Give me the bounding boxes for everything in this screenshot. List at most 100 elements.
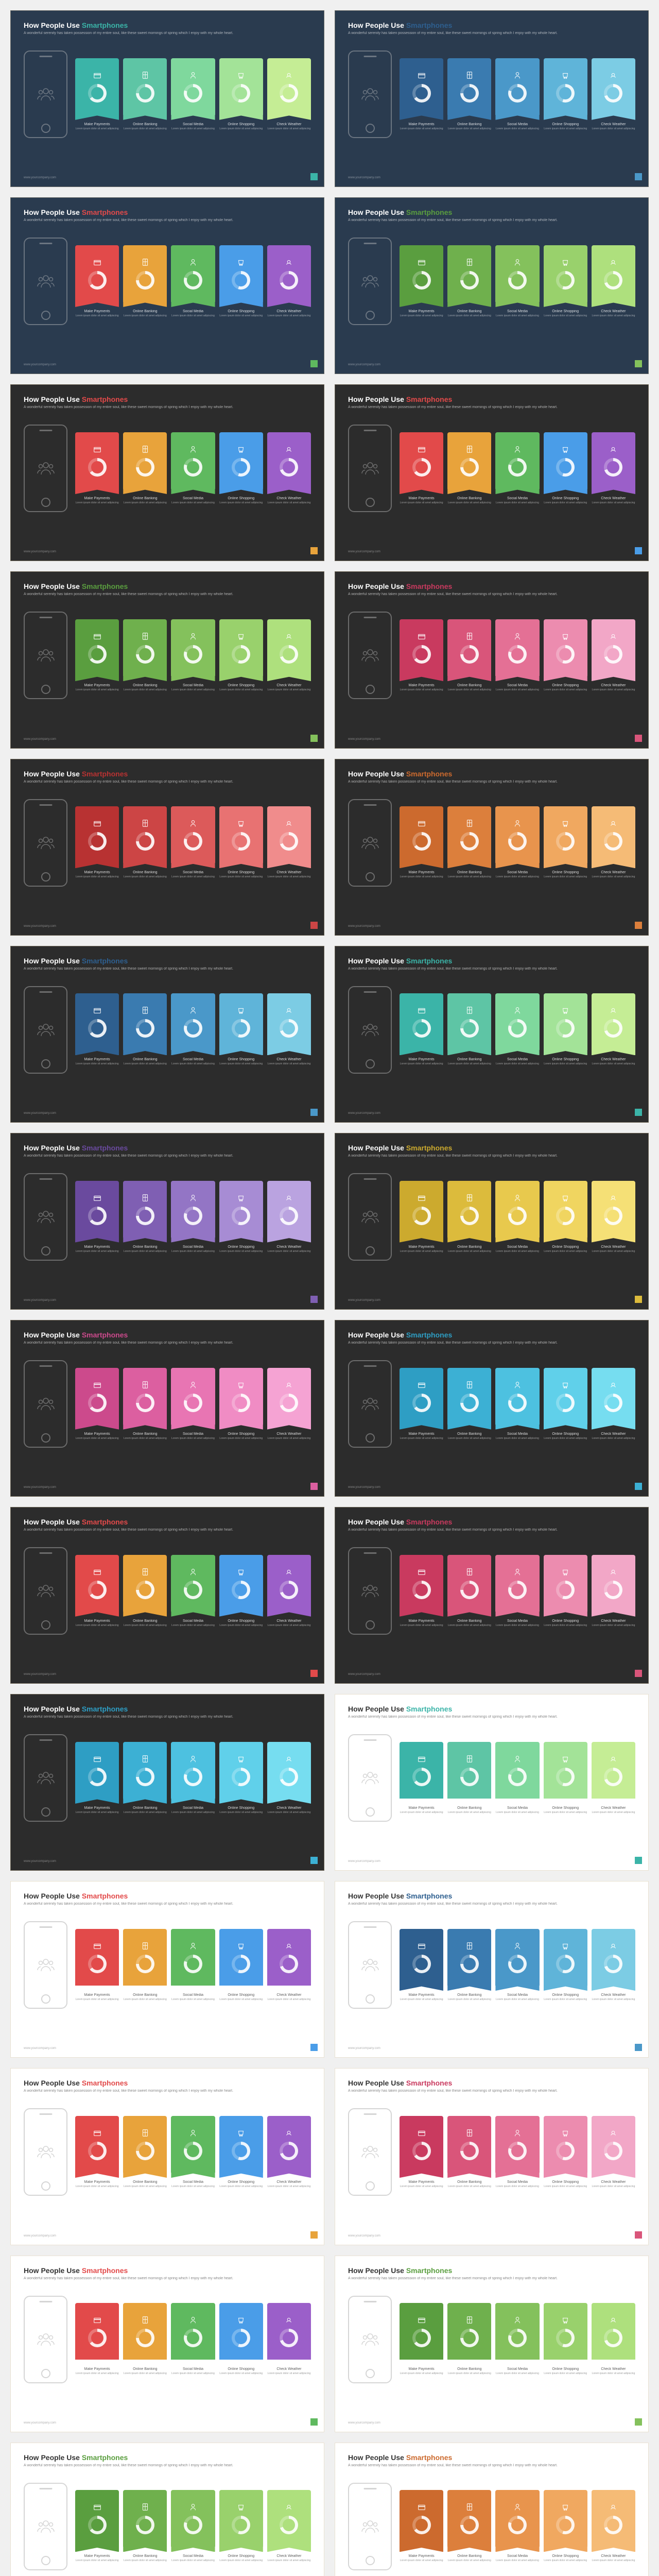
- card-icon: [284, 632, 293, 641]
- corner-accent: [310, 1857, 318, 1864]
- usage-card: Check Weather Lorem ipsum dolor sit amet…: [592, 432, 635, 505]
- footer-text: www.yourcompany.com: [24, 550, 56, 553]
- usage-card: Online Banking Lorem ipsum dolor sit ame…: [123, 806, 167, 879]
- usage-card: Check Weather Lorem ipsum dolor sit amet…: [267, 1555, 311, 1628]
- card-icon: [609, 819, 618, 828]
- card-icon: [465, 71, 474, 80]
- slide-title: How People Use Smartphones: [348, 21, 635, 29]
- slide-subtitle: A wonderful serenity has taken possessio…: [24, 405, 311, 409]
- card-icon: [141, 1193, 150, 1202]
- card-desc: Lorem ipsum dolor sit amet adipiscing: [544, 1624, 587, 1628]
- usage-card: Make Payments Lorem ipsum dolor sit amet…: [75, 993, 119, 1066]
- corner-accent: [635, 2044, 642, 2051]
- slide-title: How People Use Smartphones: [348, 1518, 635, 1526]
- people-icon: [360, 1768, 380, 1788]
- card-label: Social Media: [183, 123, 203, 126]
- card-icon: [188, 445, 198, 454]
- card-icon: [93, 71, 102, 80]
- people-icon: [36, 1394, 56, 1414]
- card-label: Social Media: [183, 1619, 203, 1623]
- footer-text: www.yourcompany.com: [348, 176, 380, 179]
- card-icon: [609, 445, 618, 454]
- card-icon: [284, 258, 293, 267]
- corner-accent: [635, 360, 642, 367]
- usage-card: Social Media Lorem ipsum dolor sit amet …: [171, 993, 215, 1066]
- card-icon: [465, 632, 474, 641]
- card-desc: Lorem ipsum dolor sit amet adipiscing: [448, 2559, 491, 2563]
- usage-card: Social Media Lorem ipsum dolor sit amet …: [495, 619, 539, 692]
- usage-card: Social Media Lorem ipsum dolor sit amet …: [171, 1181, 215, 1253]
- card-desc: Lorem ipsum dolor sit amet adipiscing: [219, 1811, 263, 1815]
- card-icon: [465, 1754, 474, 1764]
- usage-card: Online Shopping Lorem ipsum dolor sit am…: [219, 993, 263, 1066]
- usage-card: Online Shopping Lorem ipsum dolor sit am…: [544, 2490, 587, 2563]
- card-icon: [417, 2502, 426, 2512]
- card-icon: [417, 2315, 426, 2325]
- card-desc: Lorem ipsum dolor sit amet adipiscing: [124, 875, 167, 879]
- card-label: Online Banking: [457, 1806, 481, 1810]
- card-icon: [465, 1941, 474, 1951]
- card-label: Online Banking: [133, 1806, 157, 1810]
- card-icon: [141, 2502, 150, 2512]
- infographic-slide: How People Use Smartphones A wonderful s…: [10, 759, 324, 936]
- card-label: Social Media: [183, 684, 203, 687]
- card-icon: [188, 1380, 198, 1389]
- usage-card: Online Shopping Lorem ipsum dolor sit am…: [544, 1929, 587, 2002]
- card-label: Social Media: [507, 684, 528, 687]
- usage-card: Make Payments Lorem ipsum dolor sit amet…: [400, 2303, 443, 2376]
- phone-outline: [24, 2108, 67, 2196]
- card-label: Check Weather: [276, 1619, 301, 1623]
- card-desc: Lorem ipsum dolor sit amet adipiscing: [219, 688, 263, 692]
- usage-card: Social Media Lorem ipsum dolor sit amet …: [171, 1929, 215, 2002]
- card-desc: Lorem ipsum dolor sit amet adipiscing: [400, 1250, 443, 1253]
- usage-card: Social Media Lorem ipsum dolor sit amet …: [495, 2303, 539, 2376]
- card-label: Social Media: [183, 871, 203, 874]
- card-icon: [561, 1941, 570, 1951]
- card-icon: [417, 258, 426, 267]
- card-label: Online Shopping: [228, 1619, 254, 1623]
- card-label: Online Shopping: [228, 1432, 254, 1436]
- card-desc: Lorem ipsum dolor sit amet adipiscing: [544, 1437, 587, 1440]
- footer-text: www.yourcompany.com: [24, 1673, 56, 1676]
- footer-text: www.yourcompany.com: [348, 1486, 380, 1489]
- usage-card: Online Banking Lorem ipsum dolor sit ame…: [123, 2116, 167, 2189]
- card-desc: Lorem ipsum dolor sit amet adipiscing: [171, 2185, 215, 2189]
- card-label: Check Weather: [276, 123, 301, 126]
- infographic-slide: How People Use Smartphones A wonderful s…: [335, 2443, 649, 2576]
- card-label: Make Payments: [409, 1245, 435, 1249]
- usage-card: Social Media Lorem ipsum dolor sit amet …: [495, 1742, 539, 1815]
- card-desc: Lorem ipsum dolor sit amet adipiscing: [171, 1811, 215, 1815]
- card-label: Online Banking: [457, 871, 481, 874]
- usage-card: Check Weather Lorem ipsum dolor sit amet…: [267, 1181, 311, 1253]
- cards-row: Make Payments Lorem ipsum dolor sit amet…: [75, 2116, 311, 2189]
- corner-accent: [635, 1857, 642, 1864]
- usage-card: Make Payments Lorem ipsum dolor sit amet…: [75, 2490, 119, 2563]
- usage-card: Online Shopping Lorem ipsum dolor sit am…: [544, 1181, 587, 1253]
- card-label: Make Payments: [409, 1993, 435, 1997]
- usage-card: Make Payments Lorem ipsum dolor sit amet…: [75, 432, 119, 505]
- slide-title: How People Use Smartphones: [348, 957, 635, 965]
- card-label: Social Media: [183, 1806, 203, 1810]
- people-icon: [360, 645, 380, 666]
- card-desc: Lorem ipsum dolor sit amet adipiscing: [448, 1624, 491, 1628]
- card-desc: Lorem ipsum dolor sit amet adipiscing: [448, 2185, 491, 2189]
- slide-title: How People Use Smartphones: [348, 1892, 635, 1900]
- infographic-slide: How People Use Smartphones A wonderful s…: [335, 2256, 649, 2432]
- corner-accent: [635, 1483, 642, 1490]
- card-desc: Lorem ipsum dolor sit amet adipiscing: [400, 688, 443, 692]
- card-desc: Lorem ipsum dolor sit amet adipiscing: [400, 875, 443, 879]
- slide-title: How People Use Smartphones: [24, 770, 311, 778]
- slides-grid: How People Use Smartphones A wonderful s…: [0, 0, 659, 2576]
- usage-card: Make Payments Lorem ipsum dolor sit amet…: [75, 1742, 119, 1815]
- card-label: Make Payments: [409, 2367, 435, 2371]
- card-icon: [513, 2502, 522, 2512]
- usage-card: Social Media Lorem ipsum dolor sit amet …: [495, 993, 539, 1066]
- card-label: Online Shopping: [228, 2554, 254, 2558]
- card-desc: Lorem ipsum dolor sit amet adipiscing: [76, 1062, 119, 1066]
- usage-card: Social Media Lorem ipsum dolor sit amet …: [495, 1181, 539, 1253]
- card-label: Online Banking: [457, 1432, 481, 1436]
- card-icon: [188, 1006, 198, 1015]
- slide-subtitle: A wonderful serenity has taken possessio…: [348, 2464, 635, 2467]
- card-desc: Lorem ipsum dolor sit amet adipiscing: [400, 2372, 443, 2376]
- card-label: Online Banking: [133, 1058, 157, 1061]
